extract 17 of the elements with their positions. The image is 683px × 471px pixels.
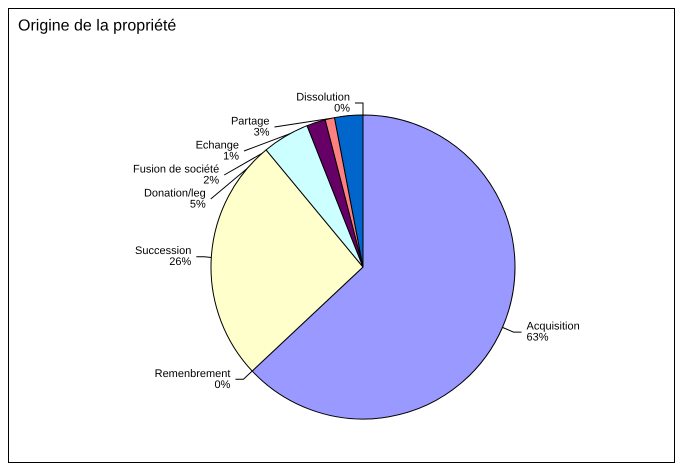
data-label: 63%: [526, 332, 549, 344]
slice-label: Donation/leg: [144, 188, 206, 200]
text: 0%: [334, 102, 350, 114]
slice-label: Echange: [196, 140, 240, 152]
slice-label: Succession: [135, 245, 192, 258]
text: 0%: [214, 378, 230, 391]
chart-title: Origine de la propriété: [18, 18, 176, 34]
data-label: 5%: [190, 198, 206, 210]
slice-label: Partage: [230, 116, 270, 128]
category-label: Dissolution: [296, 92, 350, 104]
data-label: 3%: [254, 126, 270, 138]
legend-label: Remenbrement: [154, 368, 230, 380]
slice-label: Fusion de société: [132, 164, 220, 176]
data-label: 26%: [169, 256, 192, 268]
data-label: 1%: [223, 150, 240, 162]
data-label: 2%: [203, 174, 220, 186]
slice-label: Acquisition: [526, 320, 580, 333]
